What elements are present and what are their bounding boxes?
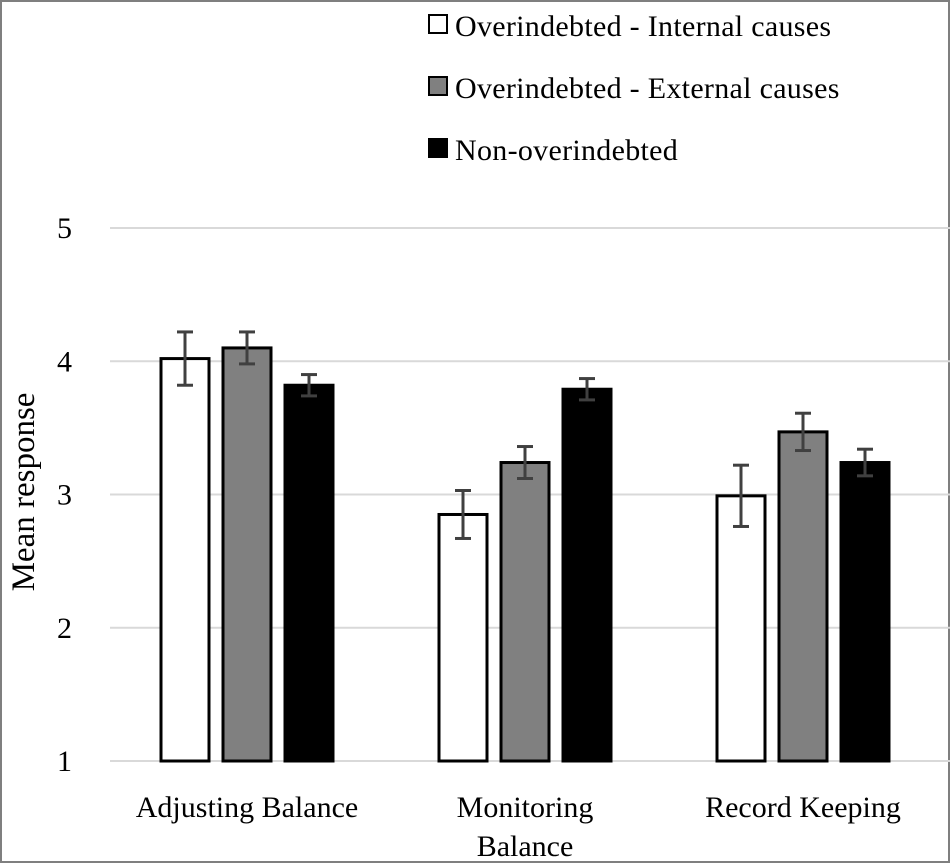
legend-label-2: Non-overindebted — [455, 134, 678, 167]
y-tick-label-1: 1 — [57, 745, 72, 778]
bar-series0-cat1 — [437, 512, 489, 763]
legend-label-1: Overindebted - External causes — [455, 72, 840, 105]
error-bars — [177, 330, 873, 540]
bar-series2-cat0 — [283, 383, 335, 763]
y-axis-ticks: 1 2 3 4 5 — [57, 212, 72, 778]
bar-series1-cat0 — [221, 346, 273, 763]
legend-swatch-1 — [428, 76, 448, 96]
legend-swatch-0 — [428, 14, 448, 34]
bar-series1-cat2 — [777, 430, 829, 763]
bar-series0-cat0 — [159, 357, 211, 763]
legend-swatch-2 — [428, 138, 448, 158]
bar-series2-cat1 — [561, 387, 613, 763]
x-tick-label-cat1-line1: Balance — [477, 830, 574, 863]
y-tick-label-3: 3 — [57, 479, 72, 512]
y-axis-title: Mean response — [6, 393, 42, 592]
x-tick-label-cat2-line0: Record Keeping — [705, 791, 901, 824]
y-tick-label-4: 4 — [57, 345, 72, 378]
bar-series2-cat2 — [839, 461, 891, 763]
y-tick-label-5: 5 — [57, 212, 72, 245]
x-tick-label-cat0-line0: Adjusting Balance — [136, 791, 358, 824]
y-tick-label-2: 2 — [57, 612, 72, 645]
bar-series1-cat1 — [499, 461, 551, 763]
x-tick-label-cat1-line0: Monitoring — [457, 791, 594, 824]
legend: Overindebted - Internal causes Overindebt… — [428, 10, 840, 167]
x-axis-ticks: Adjusting Balance Monitoring Balance Record… — [136, 791, 901, 863]
legend-label-0: Overindebted - Internal causes — [455, 10, 831, 43]
bars — [159, 346, 891, 763]
bar-series0-cat2 — [715, 494, 767, 763]
